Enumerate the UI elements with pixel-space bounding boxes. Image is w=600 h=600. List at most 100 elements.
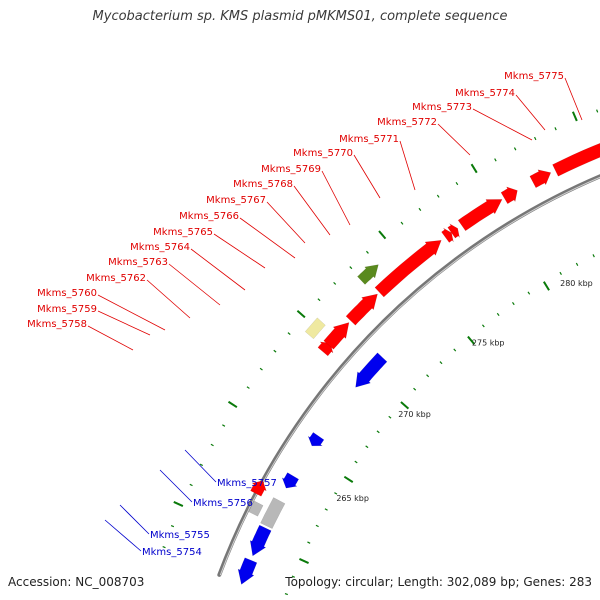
tick-mark <box>527 291 531 295</box>
tick-mark <box>378 230 387 240</box>
forward-gene-label: Mkms_5771 <box>339 134 399 145</box>
forward-gene <box>374 240 442 298</box>
tick-mark <box>296 310 306 319</box>
forward-gene <box>457 199 503 232</box>
backbone-arc <box>217 174 600 577</box>
label-leader-line <box>399 140 416 191</box>
tick-mark <box>284 592 288 596</box>
tick-mark <box>376 430 380 434</box>
label-leader-line <box>353 154 381 199</box>
gene-labels: Mkms_5758 Mkms_5759 Mkms_5760 Mkms_5762 Mkms… <box>27 71 564 558</box>
forward-gene-label: Mkms_5768 <box>233 179 293 190</box>
inner-tick-marks <box>284 254 595 596</box>
map-title: Mycobacterium sp. KMS plasmid pMKMS01, c… <box>92 9 508 24</box>
tick-mark <box>413 387 417 391</box>
label-leader-line <box>321 170 351 226</box>
forward-gene-label: Mkms_5763 <box>108 257 168 268</box>
tick-mark <box>534 136 537 141</box>
tick-mark <box>596 109 599 113</box>
reverse-gene-label: Mkms_5757 <box>217 478 277 489</box>
tick-mark <box>470 163 478 174</box>
tick-mark <box>222 424 226 427</box>
kbp-label: 270 kbp <box>398 410 431 419</box>
forward-gene-label: Mkms_5775 <box>504 71 564 82</box>
label-leader-line <box>213 233 266 269</box>
reverse-gene <box>281 472 300 489</box>
forward-gene-label: Mkms_5759 <box>37 304 97 315</box>
label-leader-line <box>168 263 221 306</box>
reverse-gene <box>307 432 325 447</box>
label-leader-line <box>97 310 151 336</box>
label-leader-line <box>472 108 533 141</box>
tick-mark <box>246 386 250 389</box>
forward-gene <box>552 143 600 177</box>
forward-gene <box>345 293 378 326</box>
tick-mark <box>173 500 184 507</box>
forward-gene-label: Mkms_5770 <box>293 148 353 159</box>
tick-mark <box>542 281 550 291</box>
tick-mark <box>418 207 422 212</box>
outer-tick-marks <box>162 109 599 549</box>
tick-mark <box>571 111 578 122</box>
other-feature <box>260 497 286 529</box>
tick-mark <box>162 546 166 549</box>
forward-gene <box>250 480 267 497</box>
tick-mark <box>189 483 193 487</box>
forward-gene-label: Mkms_5769 <box>261 164 321 175</box>
label-leader-line <box>146 279 191 319</box>
label-leader-line <box>97 294 166 331</box>
backbone-highlight <box>219 176 600 576</box>
tick-mark <box>343 475 354 483</box>
tick-mark <box>317 298 321 302</box>
label-leader-line <box>119 504 150 535</box>
tick-mark <box>170 525 175 528</box>
tick-mark <box>365 250 369 254</box>
forward-gene <box>447 223 460 239</box>
tick-mark <box>287 332 291 335</box>
tick-mark <box>554 127 557 131</box>
reverse-gene-label: Mkms_5756 <box>193 498 253 509</box>
other-feature <box>248 500 264 517</box>
forward-gene <box>500 186 518 205</box>
tick-mark <box>291 575 295 578</box>
tick-mark <box>512 301 515 306</box>
forward-gene-label: Mkms_5767 <box>206 195 266 206</box>
tick-mark <box>436 194 440 198</box>
tick-mark <box>513 147 517 151</box>
label-leader-line <box>515 94 546 131</box>
label-leader-line <box>564 77 583 121</box>
label-leader-line <box>104 519 142 552</box>
feature-track <box>237 143 600 585</box>
tick-mark <box>559 271 562 276</box>
forward-gene-label: Mkms_5766 <box>179 211 239 222</box>
kbp-label: 265 kbp <box>336 494 369 503</box>
forward-gene <box>323 322 350 350</box>
reverse-gene <box>355 352 388 388</box>
forward-gene-label: Mkms_5773 <box>412 102 472 113</box>
tick-mark <box>439 361 443 365</box>
label-leader-line <box>437 123 471 156</box>
tick-mark <box>575 262 579 266</box>
accession-text: Accession: NC_008703 <box>8 575 145 589</box>
tick-mark <box>354 460 358 464</box>
forward-gene-label: Mkms_5772 <box>377 117 437 128</box>
rna-gene <box>357 264 379 285</box>
kbp-label: 280 kbp <box>560 279 593 288</box>
tick-mark <box>453 348 457 352</box>
tick-mark <box>592 254 595 258</box>
tick-mark <box>481 324 485 328</box>
kbp-label: 275 kbp <box>472 339 505 348</box>
pseudo-gene <box>304 317 326 340</box>
tick-mark <box>365 445 369 449</box>
tick-mark <box>334 492 338 495</box>
tick-mark <box>400 221 404 225</box>
tick-mark <box>494 158 497 162</box>
tick-mark <box>210 443 214 447</box>
forward-gene <box>441 227 454 243</box>
tick-mark <box>333 281 337 285</box>
tick-mark <box>227 400 238 409</box>
tick-mark <box>349 266 353 270</box>
label-leader-line <box>239 217 296 259</box>
forward-gene-label: Mkms_5765 <box>153 227 213 238</box>
